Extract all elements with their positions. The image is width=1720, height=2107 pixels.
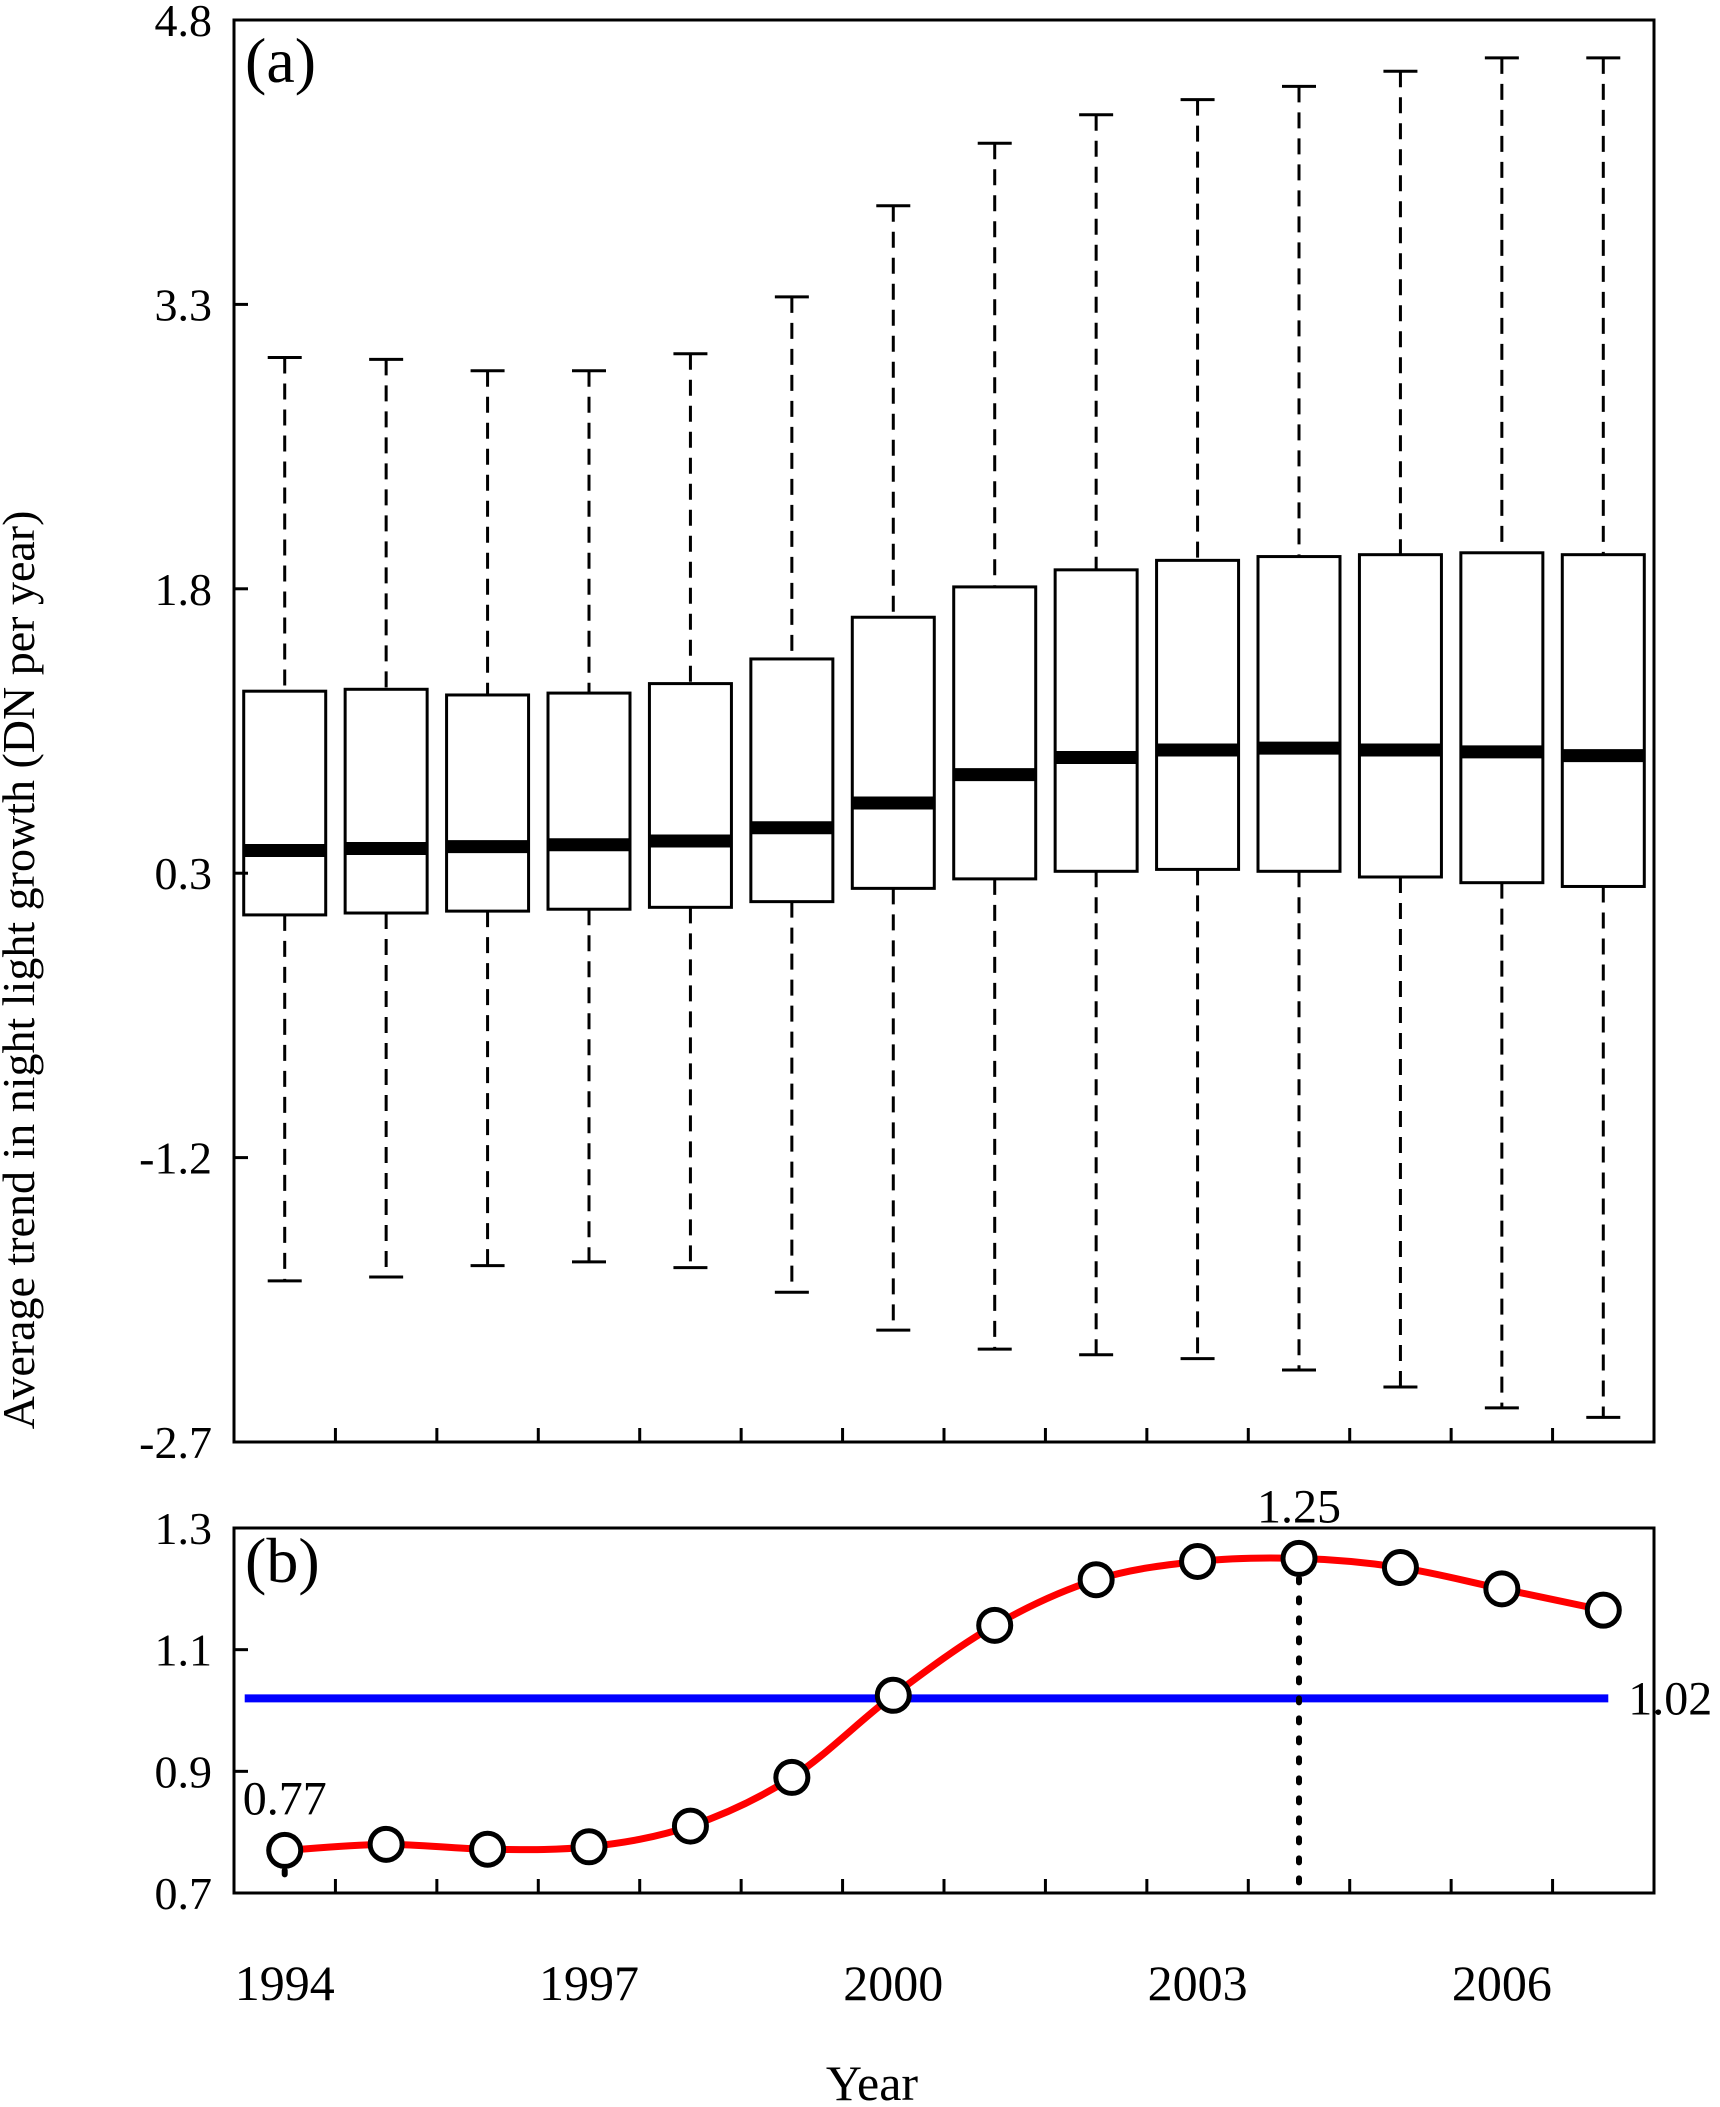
box-2003 (1155, 98, 1241, 1361)
panel-a-y-tick-label: 0.3 (155, 848, 213, 899)
panel-a-axis: 4.8 3.3 1.8 0.3 -1.2 -2.7 (139, 0, 1656, 1468)
panel-a-y-tick-label: 1.8 (155, 564, 213, 615)
panel-b-points (266, 1539, 1622, 1869)
panel-b: 1.3 1.1 0.9 0.7 1994 1997 2000 2003 2006 0.77 1.2… (155, 1480, 1713, 2011)
iqr-box (242, 689, 328, 917)
data-point-1994 (266, 1831, 304, 1869)
x-tick-label: 1997 (539, 1955, 639, 2011)
box-1995 (343, 357, 429, 1279)
panel-a-boxes (242, 56, 1646, 1419)
annotation-label-1.02: 1.02 (1628, 1672, 1712, 1725)
panel-b-y-tick-label: 0.9 (155, 1746, 213, 1797)
iqr-box (343, 687, 429, 915)
data-point-2003 (1179, 1542, 1217, 1580)
data-point-1999 (773, 1758, 811, 1796)
iqr-box (546, 691, 632, 911)
iqr-box (1053, 568, 1139, 873)
iqr-box (1256, 555, 1342, 873)
x-tick-label: 2006 (1452, 1955, 1552, 2011)
panel-b-label: (b) (245, 1525, 320, 1596)
data-point-2002 (1077, 1561, 1115, 1599)
x-tick-label: 2000 (843, 1955, 943, 2011)
panel-a: 4.8 3.3 1.8 0.3 -1.2 -2.7 (a) (139, 0, 1656, 1468)
data-point-2004 (1280, 1539, 1318, 1577)
annotation-label-1.25: 1.25 (1257, 1480, 1341, 1533)
iqr-box (1357, 553, 1443, 879)
box-2001 (952, 141, 1038, 1351)
box-1998 (647, 352, 733, 1270)
iqr-box (647, 682, 733, 909)
box-2007 (1560, 56, 1646, 1419)
box-1997 (546, 369, 632, 1264)
iqr-box (1560, 553, 1646, 888)
data-point-1997 (570, 1828, 608, 1866)
panel-b-y-tick-label: 1.1 (155, 1625, 213, 1676)
panel-a-label: (a) (245, 25, 316, 96)
data-point-2005 (1381, 1549, 1419, 1587)
x-axis-label: Year (826, 2055, 918, 2107)
data-point-1995 (367, 1825, 405, 1863)
panel-b-y-tick-label: 1.3 (155, 1503, 213, 1554)
panel-b-lines (244, 1554, 1609, 1888)
x-tick-label: 1994 (235, 1955, 335, 2011)
panel-a-y-tick-label: 3.3 (155, 279, 213, 330)
data-point-2000 (874, 1676, 912, 1714)
x-tick-label: 2003 (1148, 1955, 1248, 2011)
data-point-2001 (976, 1606, 1014, 1644)
panel-b-annotations: 0.77 1.25 1.02 (243, 1480, 1713, 1825)
iqr-box (850, 615, 936, 890)
box-2002 (1053, 113, 1139, 1357)
data-point-2006 (1483, 1570, 1521, 1608)
panel-b-axis: 1.3 1.1 0.9 0.7 1994 1997 2000 2003 2006 (155, 1503, 1656, 2011)
panel-a-y-tick-label: -1.2 (139, 1133, 212, 1184)
iqr-box (952, 585, 1038, 881)
data-point-1996 (469, 1830, 507, 1868)
box-1994 (242, 355, 328, 1283)
iqr-box (1155, 558, 1241, 871)
panel-b-frame (232, 1526, 1656, 1895)
box-1999 (749, 295, 835, 1294)
y-axis-label: Average trend in night light growth (DN … (0, 511, 44, 1430)
box-1996 (445, 369, 531, 1268)
median-trend-line (284, 1554, 1605, 1854)
data-point-1998 (671, 1807, 709, 1845)
data-point-2007 (1584, 1591, 1622, 1629)
iqr-box (445, 693, 531, 913)
box-2000 (850, 204, 936, 1332)
box-2006 (1459, 56, 1545, 1410)
iqr-box (749, 657, 835, 904)
panel-a-y-tick-label: 4.8 (155, 0, 213, 46)
box-2004 (1256, 84, 1342, 1372)
iqr-box (1459, 551, 1545, 885)
annotation-label-0.77: 0.77 (243, 1772, 327, 1825)
box-2005 (1357, 69, 1443, 1389)
panel-a-y-tick-label: -2.7 (139, 1417, 212, 1468)
panel-b-y-tick-label: 0.7 (155, 1868, 213, 1919)
